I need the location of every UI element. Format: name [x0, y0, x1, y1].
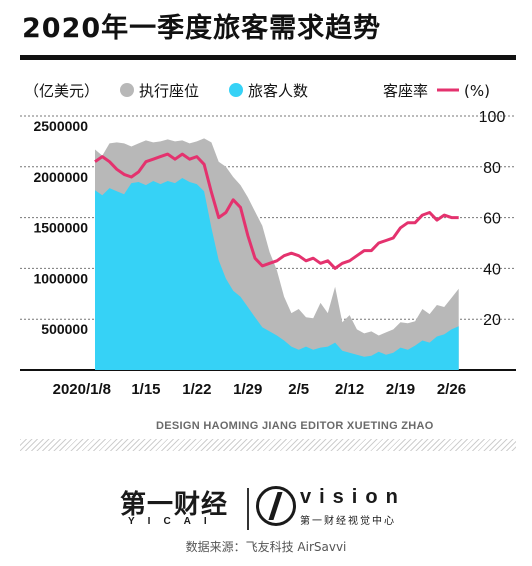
y-left-tick-label: 1500000: [33, 220, 88, 236]
hatched-divider: [20, 439, 516, 451]
y-right-tick-label: 80: [483, 160, 501, 177]
x-tick-label: 2/5: [288, 381, 309, 398]
title-rule: [20, 55, 516, 60]
yicai-logo-text: 第一财经: [120, 490, 229, 520]
vision-circle-icon: [256, 486, 296, 526]
vision-logo-subtext: 第一财经视觉中心: [300, 516, 396, 527]
logo-bar: 第一财经 YICAI vision 第一财经视觉中心: [0, 480, 532, 540]
x-tick-label: 2020/1/8: [53, 381, 111, 398]
y-right-tick-label: 60: [483, 211, 501, 228]
x-tick-label: 2/19: [386, 381, 415, 398]
logo-divider: [247, 488, 249, 530]
area-series: [95, 138, 459, 370]
legend-capacity-swatch: [120, 83, 134, 97]
legend-load-factor-label: 客座率: [383, 82, 428, 100]
x-tick-label: 1/29: [233, 381, 262, 398]
x-tick-label: 1/22: [182, 381, 211, 398]
design-credit: DESIGN HAOMING JIANG EDITOR XUETING ZHAO: [156, 420, 434, 432]
y-right-tick-label: 40: [483, 261, 501, 278]
x-tick-label: 2/12: [335, 381, 364, 398]
x-tick-label: 2/26: [437, 381, 466, 398]
line-series: [94, 152, 459, 270]
passengers-area: [95, 178, 459, 370]
y-left-tick-label: 2000000: [33, 169, 88, 185]
vision-logo-text: vision: [300, 486, 406, 508]
load-factor-line: [94, 152, 459, 270]
legend-capacity-label: 执行座位: [139, 82, 199, 100]
yicai-logo-subtext: YICAI: [128, 516, 220, 527]
right-axis-unit: (%): [464, 82, 490, 100]
left-axis-unit: （亿美元）: [24, 82, 99, 100]
y-left-tick-label: 1000000: [33, 270, 88, 286]
y-left-tick-label: 500000: [41, 321, 88, 337]
y-left-tick-label: 2500000: [33, 118, 88, 134]
legend-passengers-swatch: [229, 83, 243, 97]
legend-passengers-label: 旅客人数: [248, 82, 308, 100]
chart: （亿美元） 执行座位 旅客人数 客座率 (%) 2500000 2000000 15…: [20, 82, 516, 398]
y-right-tick-label: 20: [483, 312, 501, 329]
chart-title: 2020年一季度旅客需求趋势: [22, 13, 382, 44]
data-source: 数据来源：飞友科技 AirSavvi: [185, 540, 347, 554]
axis-labels: 2500000 2000000 1500000 1000000 500000 100 80 6…: [33, 109, 505, 398]
y-right-tick-label: 100: [479, 109, 506, 126]
x-tick-label: 1/15: [131, 381, 160, 398]
